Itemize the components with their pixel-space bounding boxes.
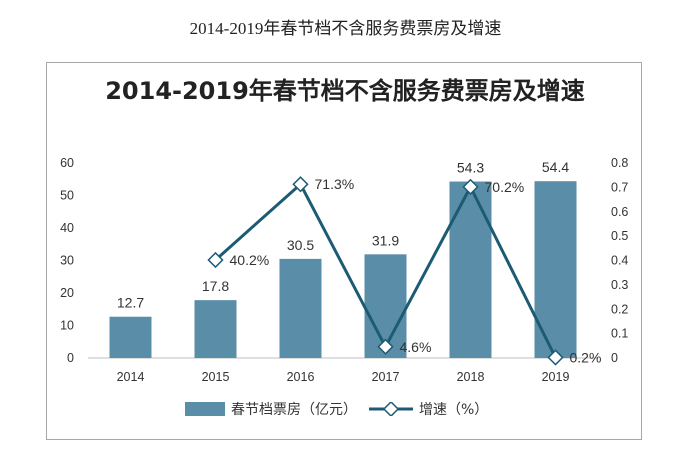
bar-data-label: 54.3 <box>457 160 484 176</box>
x-tick-label: 2016 <box>287 370 315 384</box>
x-tick-label: 2018 <box>457 370 485 384</box>
y-right-tick-label: 0.6 <box>611 205 628 219</box>
legend-line-label: 增速（%） <box>419 402 489 418</box>
x-tick-label: 2014 <box>117 370 145 384</box>
y-left-tick-label: 10 <box>60 319 74 333</box>
growth-data-label: 71.3% <box>315 176 355 192</box>
y-left-tick-label: 40 <box>60 221 74 235</box>
y-right-tick-label: 0.1 <box>611 327 628 341</box>
x-tick-label: 2015 <box>202 370 230 384</box>
growth-point <box>547 349 564 366</box>
legend-bar-swatch <box>185 402 225 416</box>
x-tick-label: 2019 <box>542 370 570 384</box>
legend-item-bar: 春节档票房（亿元） <box>185 399 357 419</box>
bar <box>194 300 237 358</box>
bar-data-label: 12.7 <box>117 295 144 311</box>
growth-point <box>292 176 309 193</box>
bar-data-label: 31.9 <box>372 232 399 248</box>
growth-data-label: 0.2% <box>570 350 602 366</box>
bar-data-label: 30.5 <box>287 237 314 253</box>
bar <box>279 258 322 358</box>
growth-data-label: 4.6% <box>400 339 432 355</box>
y-right-tick-label: 0.7 <box>611 180 628 194</box>
growth-data-label: 70.2% <box>485 179 525 195</box>
bar-data-label: 54.4 <box>542 159 569 175</box>
bar-data-label: 17.8 <box>202 278 229 294</box>
y-left-tick-label: 30 <box>60 254 74 268</box>
y-right-tick-label: 0.2 <box>611 302 628 316</box>
legend-item-line: 增速（%） <box>369 399 488 419</box>
y-left-tick-label: 50 <box>60 189 74 203</box>
y-left-tick-label: 20 <box>60 286 74 300</box>
legend-bar-label: 春节档票房（亿元） <box>231 402 357 418</box>
y-left-tick-label: 0 <box>67 351 74 365</box>
y-right-tick-label: 0.4 <box>611 254 628 268</box>
chart-title: 2014-2019年春节档不含服务费票房及增速 <box>105 77 585 105</box>
growth-point <box>377 338 394 355</box>
bar <box>109 316 152 358</box>
chart-legend: 春节档票房（亿元） 增速（%） <box>185 398 500 420</box>
y-left-tick-label: 60 <box>60 156 74 170</box>
page-caption: 2014-2019年春节档不含服务费票房及增速 <box>189 19 502 38</box>
bar <box>534 181 577 358</box>
y-right-tick-label: 0.3 <box>611 278 628 292</box>
y-right-tick-label: 0 <box>611 351 618 365</box>
y-right-tick-label: 0.5 <box>611 229 628 243</box>
bar <box>449 181 492 358</box>
x-tick-label: 2017 <box>372 370 400 384</box>
legend-line-swatch <box>369 402 413 416</box>
growth-data-label: 40.2% <box>230 252 270 268</box>
y-right-tick-label: 0.8 <box>611 156 628 170</box>
growth-point <box>207 251 224 269</box>
growth-point <box>462 178 479 196</box>
